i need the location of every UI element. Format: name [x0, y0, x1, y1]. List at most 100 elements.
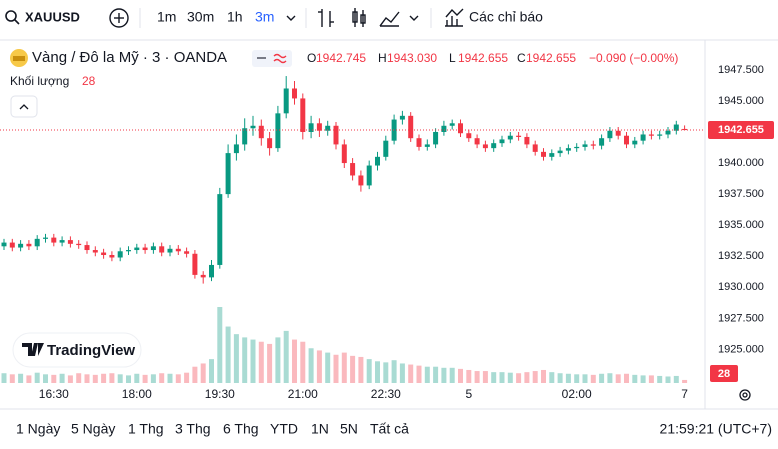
candle-body [632, 140, 638, 145]
volume-bar [67, 375, 73, 383]
ohlc-key: L [449, 51, 456, 65]
range-button[interactable]: 5 Ngày [71, 421, 115, 437]
volume-bar [383, 362, 389, 383]
volume-bar [217, 307, 223, 383]
volume-bar [499, 372, 505, 383]
ohlc-value: 1942.745 [316, 51, 366, 65]
candle-body [84, 245, 90, 251]
candle-body [482, 144, 488, 149]
watermark[interactable]: TradingView [47, 342, 135, 359]
range-button[interactable]: 3 Thg [175, 421, 211, 437]
volume-bar [665, 376, 671, 383]
candle-body [283, 88, 289, 114]
volume-bar [92, 374, 98, 383]
range-button[interactable]: 1 Thg [128, 421, 164, 437]
volume-bar [76, 373, 82, 383]
volume-bar [516, 373, 522, 383]
candle-body [225, 153, 231, 195]
volume-bar [474, 371, 480, 383]
candle-body [175, 248, 181, 252]
candle-body [258, 125, 264, 139]
volume-bar [590, 374, 596, 383]
volume-bar [275, 337, 281, 383]
x-tick-label: 16:30 [39, 387, 69, 401]
interval-button[interactable]: 3m [255, 9, 274, 25]
settings-icon[interactable] [739, 389, 751, 401]
volume-bar [507, 372, 513, 383]
candle-body [333, 125, 339, 145]
candle-body [308, 123, 314, 132]
range-button[interactable]: YTD [270, 421, 298, 437]
volume-bar [375, 361, 380, 383]
candle-body [341, 144, 347, 164]
candle-body [26, 243, 32, 247]
ohlc-value: 1942.655 [526, 51, 576, 65]
candle-body [615, 130, 621, 136]
volume-bar [225, 326, 231, 383]
volume-bar [175, 374, 181, 383]
interval-button[interactable]: 30m [187, 9, 214, 25]
x-tick-label: 02:00 [562, 387, 592, 401]
candle-body [316, 123, 322, 131]
plot [1, 76, 688, 383]
candle-body [1, 242, 7, 247]
symbol-logo [10, 49, 28, 67]
y-tick-label: 1945.000 [718, 95, 764, 107]
volume-bar [632, 374, 638, 383]
candle-body [233, 144, 239, 154]
y-tick-label: 1947.500 [718, 64, 764, 76]
candle-body [682, 128, 688, 131]
collapse-icon [19, 104, 29, 110]
candle-body [250, 125, 256, 129]
range-button[interactable]: Tất cả [370, 421, 409, 437]
volume-bar [267, 343, 273, 383]
candle-body [582, 144, 588, 147]
volume-bar [134, 373, 140, 383]
indicators-icon[interactable] [445, 8, 464, 27]
interval-button[interactable]: 1m [157, 9, 176, 25]
candle-body [532, 144, 538, 152]
range-button[interactable]: 1N [311, 421, 329, 437]
watermark-pill[interactable] [12, 332, 142, 368]
volume-bar [300, 341, 306, 383]
candle-body [366, 165, 372, 186]
toggle-wave[interactable] [273, 53, 287, 64]
collapse-button[interactable] [10, 95, 38, 118]
volume-bar [59, 373, 65, 383]
volume-bar [325, 352, 331, 383]
volume-bar [192, 366, 198, 383]
candle-body [449, 123, 455, 126]
interval-dropdown[interactable] [286, 15, 296, 21]
volume-bar [26, 375, 32, 383]
candle-body [300, 98, 306, 132]
chart-type-icons[interactable] [318, 8, 419, 27]
candle-body [607, 130, 613, 139]
interval-button[interactable]: 1h [227, 9, 243, 25]
volume-bar [458, 368, 463, 383]
x-tick-label: 21:00 [288, 387, 318, 401]
x-tick-label: 22:30 [371, 387, 401, 401]
symbol[interactable]: XAUUSD [25, 9, 80, 24]
indicators-button[interactable]: Các chỉ báo [469, 9, 543, 25]
volume-bar [624, 373, 629, 383]
candle-body [507, 135, 513, 140]
candle-body [424, 144, 430, 147]
ohlc-key: H [378, 51, 387, 65]
y-tick-label: 1930.000 [718, 281, 764, 293]
range-button[interactable]: 1 Ngày [16, 421, 60, 437]
y-tick-label: 1925.000 [718, 343, 764, 355]
candle-body [590, 144, 596, 146]
candle-body [92, 250, 98, 253]
candle-body [466, 133, 472, 139]
candle-body [624, 135, 629, 145]
volume-bar [101, 373, 107, 383]
volume-bar [308, 348, 314, 383]
x-tick-label: 5 [465, 387, 472, 401]
search-icon[interactable] [5, 10, 20, 25]
volume-bar [549, 372, 555, 383]
range-button[interactable]: 5N [340, 421, 358, 437]
candle-body [117, 251, 123, 258]
range-button[interactable]: 6 Thg [223, 421, 259, 437]
volume-bar [150, 374, 156, 383]
compare-button[interactable] [109, 8, 129, 28]
